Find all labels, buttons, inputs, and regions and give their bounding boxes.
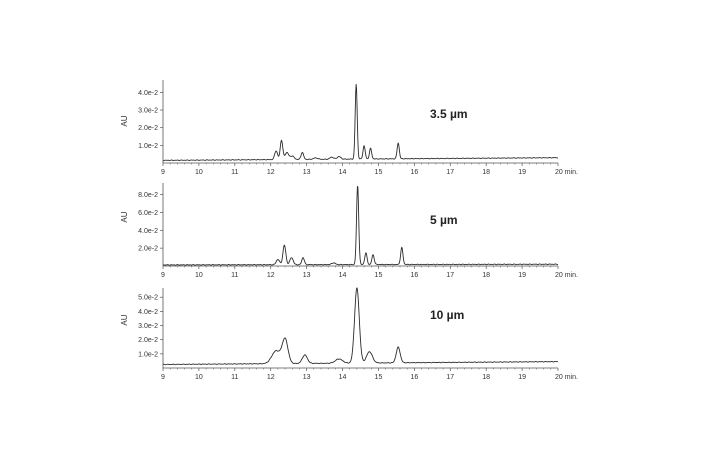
y-tick-label: 1.0e-2: [138, 143, 158, 150]
x-tick-label: 17: [446, 169, 454, 176]
y-tick-label: 5.0e-2: [138, 295, 158, 302]
x-tick-label: 19: [518, 169, 526, 176]
chromatogram-panel-3-5um: 3.5 µm AU 9 10 11 12 13 14 15 16 17 18 19 20 min. 1.…: [120, 80, 578, 176]
y-tick-label: 2.0e-2: [138, 125, 158, 132]
x-tick-label: 9: [161, 169, 165, 176]
y-tick-label: 4.0e-2: [138, 90, 158, 97]
x-tick-label: 11: [231, 169, 238, 176]
chromatogram-panel-5um: 5 µm AU 9 10 11 12 13 14 15 16 17 18 19 20 min. 2.0e…: [120, 183, 578, 279]
y-axis-label: AU: [120, 115, 129, 126]
y-tick-label: 4.0e-2: [138, 228, 158, 235]
x-tick-label: 14: [339, 374, 347, 381]
chromatogram-trace: [162, 287, 559, 366]
x-tick-label: 17: [446, 374, 454, 381]
x-tick-label: 15: [375, 272, 383, 279]
x-tick-label: 19: [518, 272, 526, 279]
x-tick-label: 16: [410, 272, 418, 279]
x-tick-label: 20 min.: [555, 374, 578, 381]
x-tick-label: 19: [518, 374, 526, 381]
y-tick-label: 6.0e-2: [138, 210, 158, 217]
x-tick-label: 20 min.: [555, 169, 578, 176]
x-tick-label: 9: [161, 272, 165, 279]
x-tick-label: 15: [375, 169, 383, 176]
y-tick-label: 3.0e-2: [138, 108, 158, 115]
y-tick-label: 2.0e-2: [138, 246, 158, 253]
x-tick-label: 18: [482, 272, 490, 279]
x-tick-label: 13: [303, 374, 311, 381]
x-tick-label: 10: [195, 374, 203, 381]
x-tick-label: 16: [410, 374, 418, 381]
panel-title: 3.5 µm: [430, 107, 468, 121]
x-tick-label: 17: [446, 272, 454, 279]
x-tick-label: 20 min.: [555, 272, 578, 279]
y-axis-label: AU: [120, 211, 129, 222]
x-tick-label: 11: [231, 272, 238, 279]
x-tick-label: 13: [303, 272, 311, 279]
x-tick-label: 14: [339, 272, 347, 279]
x-tick-label: 10: [195, 272, 203, 279]
y-axis-label: AU: [120, 314, 129, 325]
x-tick-label: 10: [195, 169, 203, 176]
x-tick-label: 9: [161, 374, 165, 381]
chromatogram-trace: [162, 185, 559, 266]
x-tick-label: 12: [267, 272, 275, 279]
x-tick-label: 18: [482, 169, 490, 176]
x-tick-label: 18: [482, 374, 490, 381]
panel-title: 5 µm: [430, 213, 458, 227]
panel-title: 10 µm: [430, 308, 464, 322]
x-tick-label: 12: [267, 169, 275, 176]
chromatogram-panel-10um: 10 µm AU 9 10 11 12 13 14 15 16 17 18 19 20 min. 1.0…: [120, 287, 578, 381]
x-tick-label: 11: [231, 374, 238, 381]
chromatogram-trace: [162, 83, 559, 162]
x-tick-label: 14: [339, 169, 347, 176]
y-tick-label: 2.0e-2: [138, 337, 158, 344]
x-tick-label: 12: [267, 374, 275, 381]
y-tick-label: 3.0e-2: [138, 323, 158, 330]
y-tick-label: 8.0e-2: [138, 192, 158, 199]
x-tick-label: 15: [375, 374, 383, 381]
x-tick-label: 13: [303, 169, 311, 176]
x-tick-label: 16: [410, 169, 418, 176]
y-tick-label: 4.0e-2: [138, 309, 158, 316]
y-tick-label: 1.0e-2: [138, 351, 158, 358]
